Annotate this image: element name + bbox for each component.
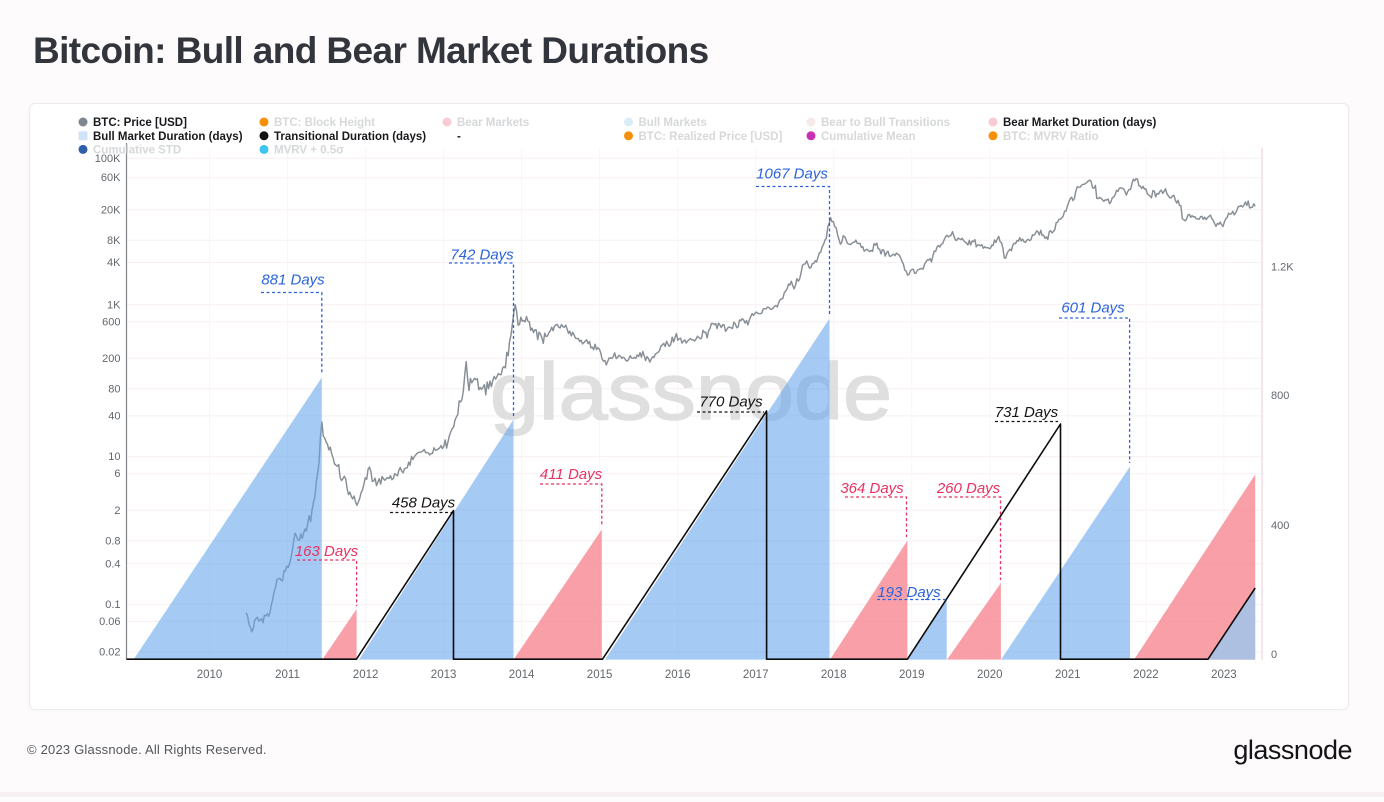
svg-text:411 Days: 411 Days <box>540 466 603 483</box>
svg-text:Bear to Bull Transitions: Bear to Bull Transitions <box>821 117 950 129</box>
svg-text:1.2K: 1.2K <box>1271 261 1294 273</box>
svg-text:260 Days: 260 Days <box>936 480 1001 497</box>
svg-text:2011: 2011 <box>275 669 300 681</box>
svg-text:6: 6 <box>114 468 120 480</box>
svg-text:2014: 2014 <box>509 669 535 681</box>
svg-text:601 Days: 601 Days <box>1061 300 1125 317</box>
svg-text:2013: 2013 <box>431 669 457 681</box>
svg-text:2019: 2019 <box>899 669 925 681</box>
svg-text:770 Days: 770 Days <box>699 394 763 411</box>
svg-text:2020: 2020 <box>977 669 1003 681</box>
svg-text:Bear Market Duration (days): Bear Market Duration (days) <box>1003 117 1157 129</box>
svg-text:BTC: Price [USD]: BTC: Price [USD] <box>93 117 187 129</box>
svg-text:BTC: MVRV Ratio: BTC: MVRV Ratio <box>1003 131 1099 143</box>
svg-text:-: - <box>457 131 461 143</box>
svg-text:193 Days: 193 Days <box>877 584 941 601</box>
svg-text:2: 2 <box>114 505 120 517</box>
svg-text:458 Days: 458 Days <box>392 495 456 512</box>
svg-text:731 Days: 731 Days <box>995 404 1059 421</box>
svg-text:80: 80 <box>108 383 120 395</box>
svg-text:742 Days: 742 Days <box>450 247 514 264</box>
svg-text:Cumulative STD: Cumulative STD <box>93 144 181 156</box>
svg-text:2022: 2022 <box>1133 669 1159 681</box>
svg-text:800: 800 <box>1271 390 1289 402</box>
svg-text:40: 40 <box>108 411 120 423</box>
svg-text:Bull Markets: Bull Markets <box>639 117 707 129</box>
svg-text:2015: 2015 <box>587 669 613 681</box>
svg-text:Bear Markets: Bear Markets <box>457 117 529 129</box>
svg-text:2012: 2012 <box>353 669 379 681</box>
svg-text:2016: 2016 <box>665 669 691 681</box>
svg-text:20K: 20K <box>101 204 121 216</box>
svg-text:600: 600 <box>102 316 120 328</box>
svg-text:Cumulative Mean: Cumulative Mean <box>821 131 916 143</box>
svg-text:1067 Days: 1067 Days <box>756 166 828 183</box>
svg-text:BTC: Realized Price [USD]: BTC: Realized Price [USD] <box>639 131 783 143</box>
svg-text:400: 400 <box>1271 520 1289 532</box>
svg-text:200: 200 <box>102 353 120 365</box>
svg-text:364 Days: 364 Days <box>840 480 904 497</box>
svg-text:MVRV + 0.5σ: MVRV + 0.5σ <box>274 144 344 156</box>
svg-text:glassnode: glassnode <box>490 347 892 436</box>
svg-text:2010: 2010 <box>197 669 223 681</box>
svg-text:2017: 2017 <box>743 669 769 681</box>
svg-text:0.06: 0.06 <box>99 616 120 628</box>
svg-text:0.1: 0.1 <box>105 599 120 611</box>
svg-text:Transitional Duration (days): Transitional Duration (days) <box>274 131 426 143</box>
svg-text:0.02: 0.02 <box>99 647 120 659</box>
svg-text:0.4: 0.4 <box>105 558 120 570</box>
svg-text:10: 10 <box>108 451 120 463</box>
svg-text:2021: 2021 <box>1055 669 1081 681</box>
svg-text:60K: 60K <box>101 172 121 184</box>
svg-text:2023: 2023 <box>1211 669 1237 681</box>
svg-text:BTC: Block Height: BTC: Block Height <box>274 117 375 129</box>
svg-text:8K: 8K <box>107 235 121 247</box>
svg-text:100K: 100K <box>95 153 121 165</box>
svg-text:2018: 2018 <box>821 669 847 681</box>
svg-text:Bull Market Duration (days): Bull Market Duration (days) <box>93 131 243 143</box>
svg-text:0: 0 <box>1271 649 1277 661</box>
svg-text:0.8: 0.8 <box>105 535 120 547</box>
svg-text:163 Days: 163 Days <box>295 543 359 560</box>
svg-text:4K: 4K <box>107 257 121 269</box>
svg-text:1K: 1K <box>107 299 121 311</box>
svg-text:881 Days: 881 Days <box>261 272 325 289</box>
